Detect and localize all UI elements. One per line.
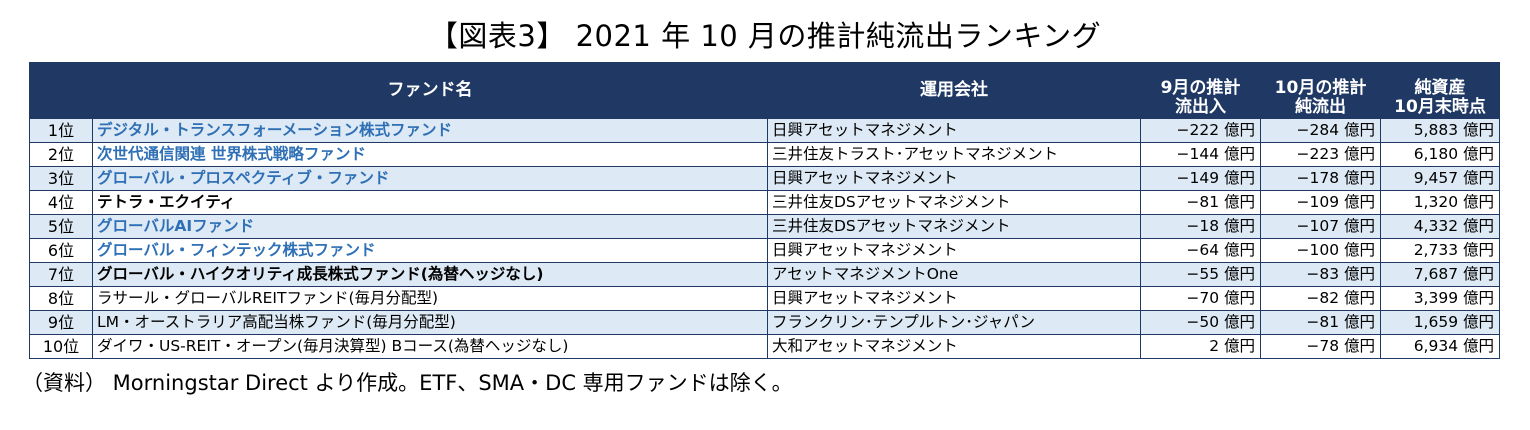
- sep-flow-cell: 2 億円: [1140, 334, 1261, 359]
- assets-cell: 3,399 億円: [1380, 286, 1500, 311]
- table-row: 2位 次世代通信関連 世界株式戦略ファンド 三井住友トラスト･アセットマネジメン…: [29, 142, 1500, 167]
- company-cell: 日興アセットマネジメント: [767, 118, 1141, 143]
- assets-cell: 4,332 億円: [1380, 214, 1500, 239]
- fund-name-cell: グローバル・ハイクオリティ成長株式ファンド(為替ヘッジなし): [92, 262, 768, 287]
- oct-flow-cell: −83 億円: [1260, 262, 1381, 287]
- assets-header-line2: 10月末時点: [1394, 97, 1486, 117]
- company-cell: 三井住友DSアセットマネジメント: [767, 214, 1141, 239]
- rank-cell: 4位: [29, 190, 93, 215]
- table-row: 7位 グローバル・ハイクオリティ成長株式ファンド(為替ヘッジなし) アセットマネ…: [29, 262, 1500, 287]
- sep-flow-cell: −81 億円: [1140, 190, 1261, 215]
- fund-name-cell: LM・オーストラリア高配当株ファンド(毎月分配型): [92, 310, 768, 335]
- fund-name-cell: テトラ・エクイティ: [92, 190, 768, 215]
- company-cell: 大和アセットマネジメント: [767, 334, 1141, 359]
- fund-name-cell: グローバル・プロスペクティブ・ファンド: [92, 166, 768, 191]
- assets-cell: 7,687 億円: [1380, 262, 1500, 287]
- ranking-table: ファンド名 運用会社 9月の推計 流出入 10月の推計 純流出 純資産 10月末…: [29, 62, 1500, 359]
- oct-flow-cell: −109 億円: [1260, 190, 1381, 215]
- company-cell: フランクリン･テンプルトン･ジャパン: [767, 310, 1141, 335]
- company-cell: 日興アセットマネジメント: [767, 238, 1141, 263]
- rank-cell: 6位: [29, 238, 93, 263]
- oct-flow-cell: −82 億円: [1260, 286, 1381, 311]
- table-row: 8位 ラサール・グローバルREITファンド(毎月分配型) 日興アセットマネジメン…: [29, 286, 1500, 311]
- fund-name-cell: ラサール・グローバルREITファンド(毎月分配型): [92, 286, 768, 311]
- table-row: 9位 LM・オーストラリア高配当株ファンド(毎月分配型) フランクリン･テンプル…: [29, 310, 1500, 335]
- rank-cell: 2位: [29, 142, 93, 167]
- oct-flow-cell: −78 億円: [1260, 334, 1381, 359]
- sep-flow-cell: −55 億円: [1140, 262, 1261, 287]
- table-row: 4位 テトラ・エクイティ 三井住友DSアセットマネジメント −81 億円 −10…: [29, 190, 1500, 215]
- sep-flow-cell: −222 億円: [1140, 118, 1261, 143]
- oct-flow-header-line2: 純流出: [1295, 97, 1346, 117]
- fund-name-cell: グローバル・フィンテック株式ファンド: [92, 238, 768, 263]
- company-cell: 三井住友DSアセットマネジメント: [767, 190, 1141, 215]
- oct-flow-cell: −223 億円: [1260, 142, 1381, 167]
- chart-title: 【図表3】 2021 年 10 月の推計純流出ランキング: [428, 19, 1102, 53]
- oct-flow-cell: −284 億円: [1260, 118, 1381, 143]
- assets-header-line1: 純資産: [1414, 78, 1466, 98]
- table-header-row: ファンド名 運用会社 9月の推計 流出入 10月の推計 純流出 純資産 10月末…: [29, 62, 1500, 119]
- assets-cell: 9,457 億円: [1380, 166, 1500, 191]
- table-row: 1位 デジタル・トランスフォーメーション株式ファンド 日興アセットマネジメント …: [29, 118, 1500, 143]
- fund-name-cell: グローバルAIファンド: [92, 214, 768, 239]
- rank-cell: 9位: [29, 310, 93, 335]
- assets-cell: 6,934 億円: [1380, 334, 1500, 359]
- assets-cell: 6,180 億円: [1380, 142, 1500, 167]
- rank-cell: 7位: [29, 262, 93, 287]
- sep-flow-cell: −50 億円: [1140, 310, 1261, 335]
- rank-cell: 3位: [29, 166, 93, 191]
- oct-flow-header: 10月の推計 純流出: [1260, 62, 1381, 119]
- rank-cell: 8位: [29, 286, 93, 311]
- assets-header: 純資産 10月末時点: [1380, 62, 1500, 119]
- fund-name-cell: 次世代通信関連 世界株式戦略ファンド: [92, 142, 768, 167]
- rank-cell: 1位: [29, 118, 93, 143]
- sep-flow-header-line1: 9月の推計: [1160, 78, 1241, 98]
- sep-flow-cell: −144 億円: [1140, 142, 1261, 167]
- sep-flow-header-line2: 流出入: [1175, 97, 1226, 117]
- rank-cell: 10位: [29, 334, 93, 359]
- source-note: （資料） Morningstar Direct より作成。ETF、SMA・DC …: [22, 371, 793, 395]
- sep-flow-cell: −70 億円: [1140, 286, 1261, 311]
- fund-name-header: ファンド名: [92, 62, 768, 119]
- sep-flow-cell: −64 億円: [1140, 238, 1261, 263]
- company-cell: 日興アセットマネジメント: [767, 286, 1141, 311]
- sep-flow-header: 9月の推計 流出入: [1140, 62, 1261, 119]
- oct-flow-cell: −107 億円: [1260, 214, 1381, 239]
- assets-cell: 1,320 億円: [1380, 190, 1500, 215]
- company-cell: アセットマネジメントOne: [767, 262, 1141, 287]
- fund-name-cell: デジタル・トランスフォーメーション株式ファンド: [92, 118, 768, 143]
- sep-flow-cell: −149 億円: [1140, 166, 1261, 191]
- company-header: 運用会社: [767, 62, 1141, 119]
- company-cell: 日興アセットマネジメント: [767, 166, 1141, 191]
- sep-flow-cell: −18 億円: [1140, 214, 1261, 239]
- assets-cell: 1,659 億円: [1380, 310, 1500, 335]
- oct-flow-cell: −178 億円: [1260, 166, 1381, 191]
- fund-name-cell: ダイワ・US-REIT・オープン(毎月決算型) Bコース(為替ヘッジなし): [92, 334, 768, 359]
- oct-flow-header-line1: 10月の推計: [1274, 78, 1367, 98]
- rank-cell: 5位: [29, 214, 93, 239]
- table-row: 3位 グローバル・プロスペクティブ・ファンド 日興アセットマネジメント −149…: [29, 166, 1500, 191]
- table-row: 6位 グローバル・フィンテック株式ファンド 日興アセットマネジメント −64 億…: [29, 238, 1500, 263]
- rank-header: [29, 62, 93, 119]
- oct-flow-cell: −100 億円: [1260, 238, 1381, 263]
- table-row: 10位 ダイワ・US-REIT・オープン(毎月決算型) Bコース(為替ヘッジなし…: [29, 334, 1500, 359]
- assets-cell: 5,883 億円: [1380, 118, 1500, 143]
- oct-flow-cell: −81 億円: [1260, 310, 1381, 335]
- company-cell: 三井住友トラスト･アセットマネジメント: [767, 142, 1141, 167]
- table-row: 5位 グローバルAIファンド 三井住友DSアセットマネジメント −18 億円 −…: [29, 214, 1500, 239]
- assets-cell: 2,733 億円: [1380, 238, 1500, 263]
